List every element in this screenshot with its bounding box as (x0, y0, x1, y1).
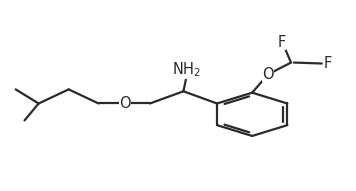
Text: O: O (119, 96, 131, 111)
Text: NH$_2$: NH$_2$ (172, 60, 201, 79)
Text: O: O (262, 67, 274, 82)
Text: F: F (324, 56, 332, 71)
Text: F: F (278, 35, 286, 50)
